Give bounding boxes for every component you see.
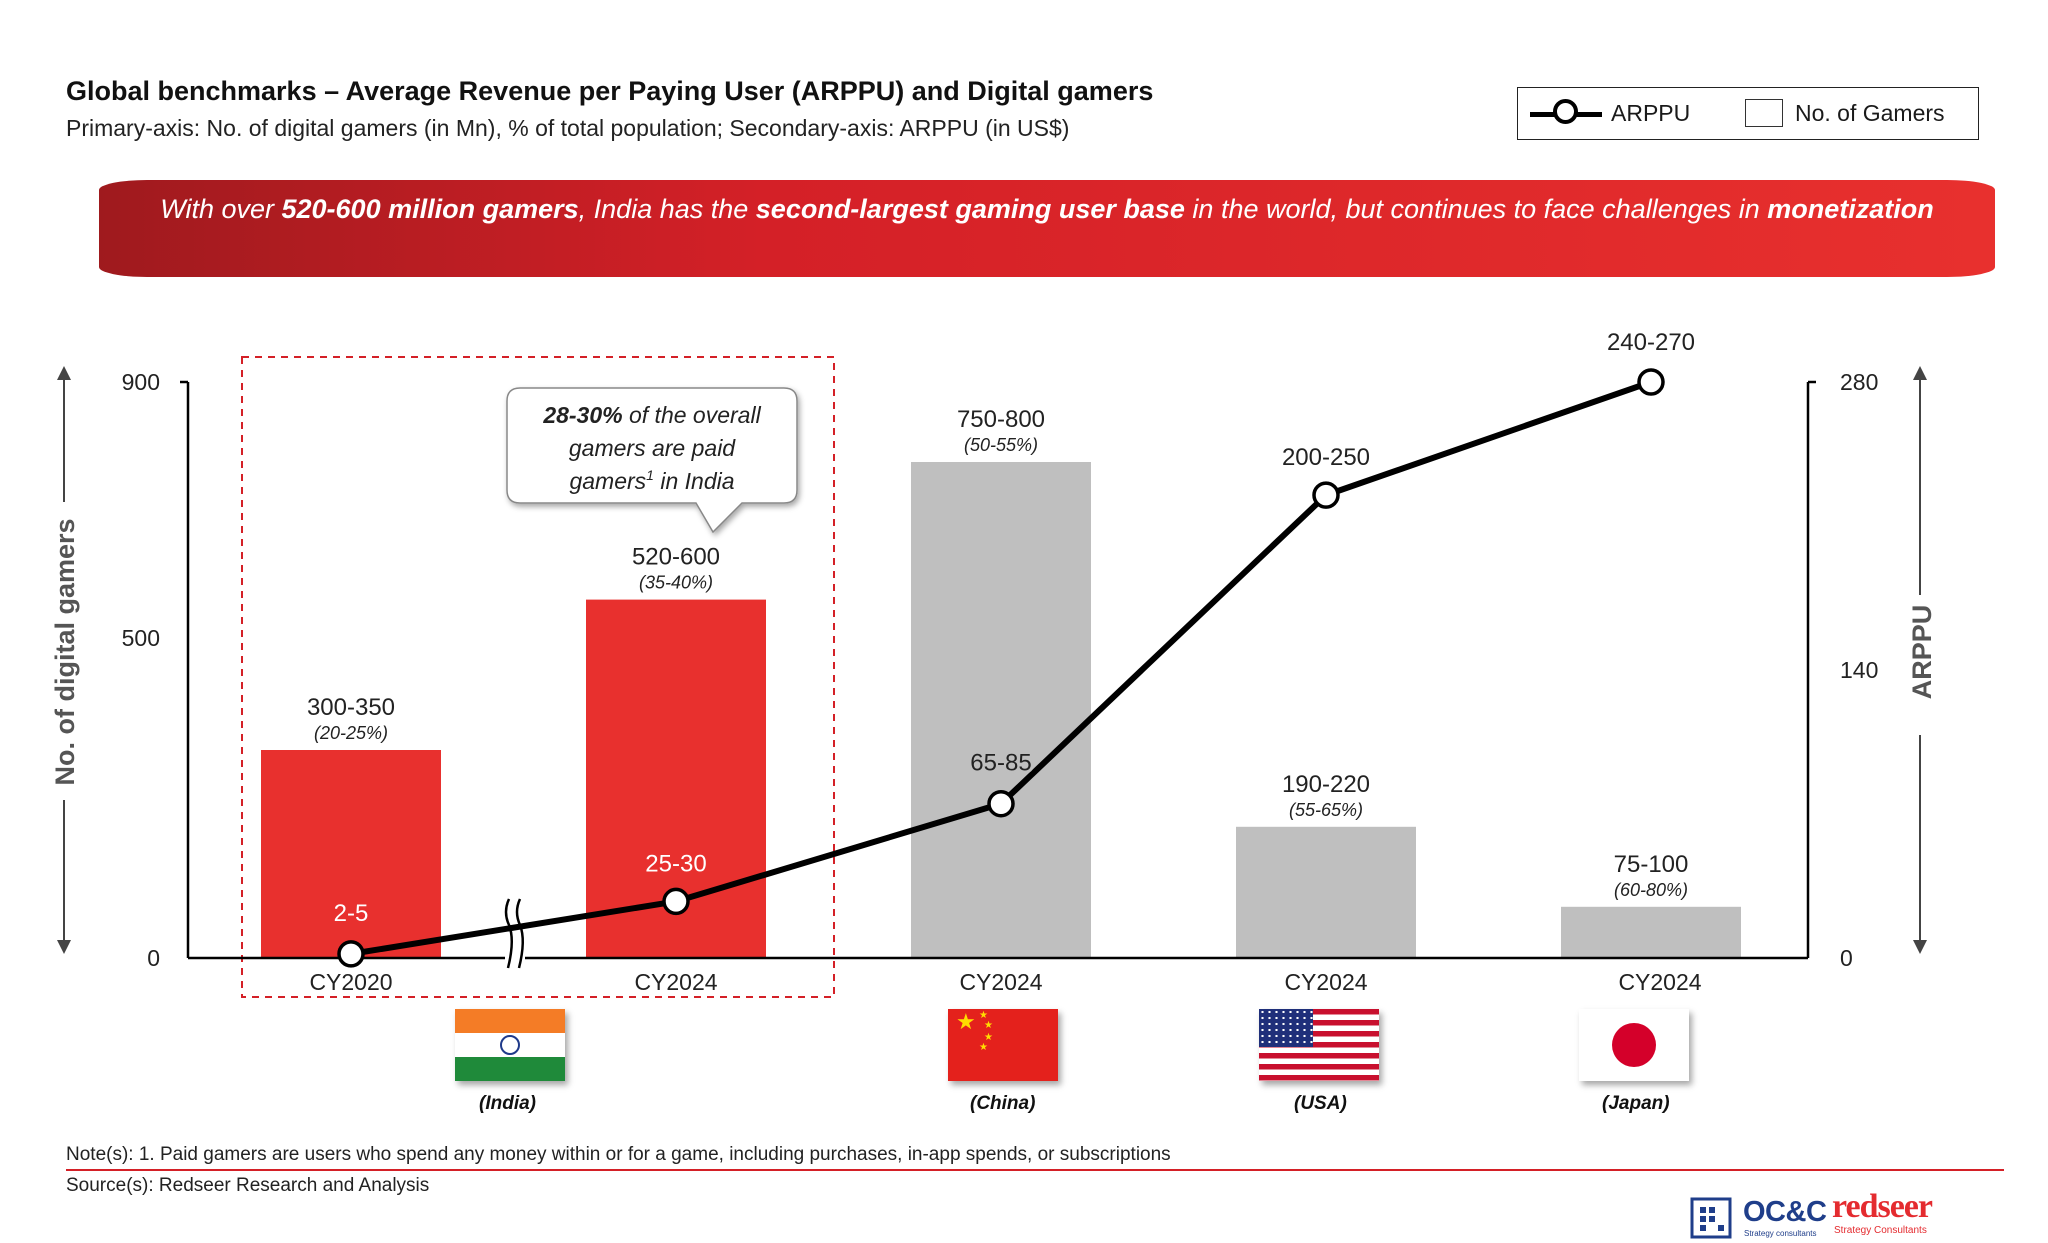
japan-flag-icon [1579,1009,1689,1081]
bar-gamers-3 [1236,826,1416,958]
bar-value-label-4: 75-100 [1614,851,1689,878]
secondary-axis-arrowhead-down [1913,940,1927,954]
callout-line-3: gamers1 in India [569,467,734,494]
banner-text: in the world, but continues to face chal… [1184,194,1768,224]
banner-bold: 520-600 million gamers [281,194,579,224]
redseer-logo-text: redseer [1832,1188,1933,1225]
x-tick-label-1: CY2024 [634,969,717,995]
secondary-axis-arrowhead-up [1913,366,1927,380]
country-label-india: (India) [479,1093,536,1114]
arppu-value-label-1: 25-30 [645,850,706,877]
x-tick-label-2: CY2024 [959,969,1042,995]
arppu-point-1 [662,887,690,916]
country-label-usa: (USA) [1294,1093,1347,1114]
bar-share-label-2: (50-55%) [964,435,1038,455]
usa-flag-icon [1259,1009,1379,1081]
primary-y-tick-label: 0 [147,945,160,971]
arppu-value-label-0: 2-5 [334,900,369,927]
primary-y-tick-label: 500 [122,625,160,651]
occ-logo-text: OC&C [1743,1196,1827,1228]
occ-logo-icon [1690,1197,1732,1239]
banner-text: , India has the [578,194,756,224]
bar-value-label-2: 750-800 [957,406,1045,433]
bar-share-label-4: (60-80%) [1614,880,1688,900]
banner-bold: monetization [1767,194,1934,224]
bar-value-label-3: 190-220 [1282,771,1370,798]
secondary-y-axis-title: ARPPU [1907,605,1937,700]
arppu-value-label-3: 200-250 [1282,444,1370,471]
x-tick-label-3: CY2024 [1284,969,1367,995]
arppu-point-4 [1637,368,1665,396]
key-insight-banner: With over 520-600 million gamers, India … [99,180,1995,277]
secondary-y-tick-label: 140 [1840,657,1878,683]
country-label-china: (China) [970,1093,1036,1114]
paid-gamers-callout: 28-30% of the overall gamers are paid ga… [506,387,798,534]
primary-y-tick-label: 900 [122,369,160,395]
x-tick-label-0: CY2020 [309,969,392,995]
callout-line-1: 28-30% of the overall [542,402,761,428]
primary-axis-arrowhead-down [57,940,71,954]
arppu-point-0 [337,940,365,968]
bar-gamers-0 [261,750,441,958]
bar-share-label-1: (35-40%) [639,573,713,593]
arppu-point-3 [1312,481,1340,509]
callout-line-2: gamers are paid [569,435,736,461]
bar-value-label-0: 300-350 [307,694,395,721]
chart-subtitle: Primary-axis: No. of digital gamers (in … [66,115,1070,141]
callout-bubble [506,387,798,534]
primary-axis-arrowhead-up [57,366,71,380]
bar-gamers-4 [1561,906,1741,958]
legend-gamers-label: No. of Gamers [1795,100,1945,126]
country-label-japan: (Japan) [1602,1093,1670,1114]
legend-arppu-marker [1553,99,1578,124]
bar-value-label-1: 520-600 [632,544,720,571]
banner-bold: second-largest gaming user base [755,194,1185,224]
axis-break-left [504,898,513,969]
secondary-y-tick-label: 280 [1840,369,1878,395]
india-highlight-box [241,356,835,998]
footnote: Note(s): 1. Paid gamers are users who sp… [66,1144,1171,1165]
chart-title: Global benchmarks – Average Revenue per … [66,76,1154,106]
secondary-y-tick-label: 0 [1840,945,1853,971]
legend: ARPPU No. of Gamers [1517,87,1979,140]
axis-break-right [515,898,524,969]
arppu-value-label-4: 240-270 [1607,329,1695,356]
bar-share-label-0: (20-25%) [314,723,388,743]
legend-gamers-swatch [1745,99,1783,127]
arppu-point-2 [987,789,1015,818]
source-note: Source(s): Redseer Research and Analysis [66,1175,430,1196]
bar-share-label-3: (55-65%) [1289,800,1363,820]
footer-divider [66,1169,2004,1171]
redseer-logo-subtext: Strategy Consultants [1834,1225,1927,1236]
china-flag-icon: ★ ★ ★ ★ ★ [948,1009,1058,1081]
primary-y-axis-title: No. of digital gamers [50,518,80,785]
india-flag-icon [455,1009,565,1081]
legend-arppu-label: ARPPU [1611,100,1691,126]
x-tick-label-4: CY2024 [1618,969,1701,995]
banner-text: With over [160,194,282,224]
occ-logo-subtext: Strategy consultants [1744,1229,1817,1238]
bar-gamers-2 [911,462,1091,958]
arppu-value-label-2: 65-85 [970,750,1031,777]
